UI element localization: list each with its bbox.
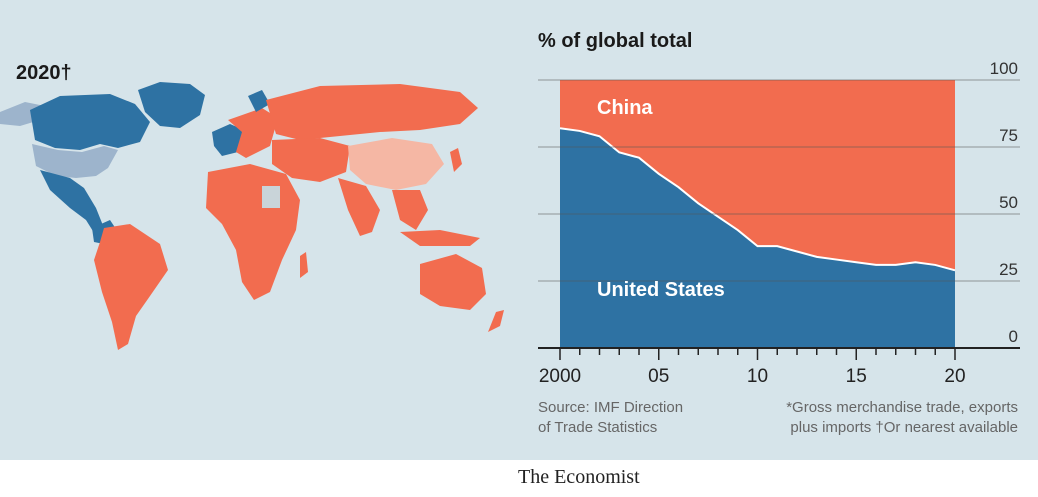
madagascar [300,252,308,278]
source-line-2: of Trade Statistics [538,419,658,436]
canada [30,94,150,150]
map-year-label: 2020† [16,62,72,84]
y-tick-label-75: 75 [999,126,1018,145]
area-chart: 0 25 50 75 100 2000 05 10 15 20 China United States [538,59,1020,387]
y-tick-label-50: 50 [999,193,1018,212]
x-tick-label-2010: 10 [747,366,768,387]
series-area-china [560,80,955,271]
series-label-china: China [597,97,653,119]
mexico [40,170,104,236]
united-states [32,144,118,178]
x-tick-label-2000: 2000 [539,366,581,387]
figure-panel: 2020† [0,0,1038,460]
source-line-1: Source: IMF Direction [538,399,684,416]
footnote: *Gross merchandise trade, exports plus i… [728,398,1018,438]
brand-strip [600,480,1038,497]
footnote-line-2: plus imports †Or nearest available [790,419,1018,436]
source-note: Source: IMF Direction of Trade Statistic… [538,398,738,438]
indonesia [400,230,480,246]
x-tick-label-2005: 05 [648,366,669,387]
europe-red [228,108,278,158]
y-tick-label-100: 100 [990,59,1018,78]
south-asia [338,178,380,236]
southeast-asia [392,190,428,230]
chart-title: % of global total [538,30,693,52]
central-asia [272,138,350,182]
brand-name: The Economist [518,466,640,488]
greenland [138,82,205,128]
series-label-united-states: United States [597,279,725,301]
japan [450,148,462,172]
series-area-united-states [560,128,955,348]
x-tick-label-2015: 15 [846,366,867,387]
y-tick-label-25: 25 [999,260,1018,279]
new-zealand [488,310,504,332]
australia [420,254,486,310]
brand-logo: The Economist [516,461,656,497]
world-map [0,82,504,350]
x-tick-label-2020: 20 [944,366,965,387]
libya-no-data [262,186,280,208]
south-america [94,224,168,350]
series-boundary-line [559,127,956,272]
scandinavia [248,90,270,112]
russia [266,84,478,140]
footnote-line-1: *Gross merchandise trade, exports [786,399,1018,416]
y-tick-label-0: 0 [1009,327,1018,346]
europe-blue [212,124,244,156]
china [348,138,444,190]
